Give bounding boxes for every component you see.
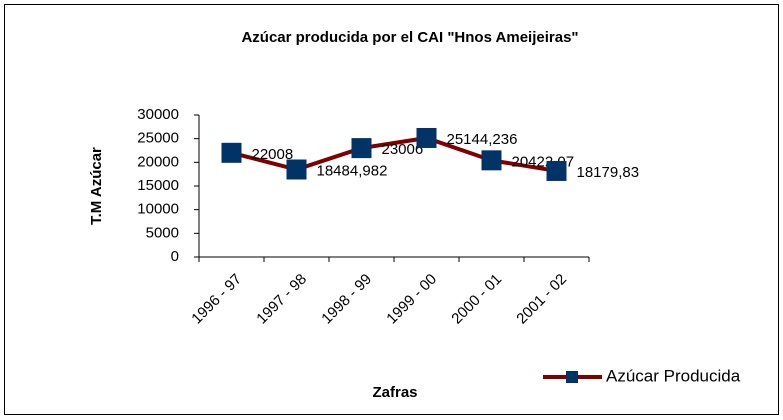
legend-label: Azúcar Producida <box>606 366 741 385</box>
data-label: 23006 <box>382 141 424 158</box>
y-tick-label: 5000 <box>146 224 179 241</box>
data-label: 18179,83 <box>577 164 640 181</box>
y-tick-label: 0 <box>171 248 179 265</box>
y-tick-label: 25000 <box>137 130 179 147</box>
data-label: 18484,982 <box>317 162 388 179</box>
data-label: 25144,236 <box>447 131 518 148</box>
data-label: 22008 <box>252 146 294 163</box>
data-point <box>546 160 567 181</box>
data-point <box>416 127 437 148</box>
data-point <box>481 150 502 171</box>
series-line <box>231 135 557 173</box>
chart-title: Azúcar producida por el CAI "Hnos Ameije… <box>241 29 578 46</box>
data-point <box>351 138 372 159</box>
data-point <box>286 159 307 180</box>
x-axis-label: Zafras <box>372 384 417 401</box>
y-tick-label: 10000 <box>137 201 179 218</box>
y-tick-label: 15000 <box>137 177 179 194</box>
y-axis-label: T.M Azúcar <box>88 147 105 225</box>
y-tick-label: 20000 <box>137 153 179 170</box>
data-point <box>221 142 242 163</box>
chart-border <box>4 4 779 415</box>
legend-marker <box>566 371 578 383</box>
y-tick-label: 30000 <box>137 106 179 123</box>
